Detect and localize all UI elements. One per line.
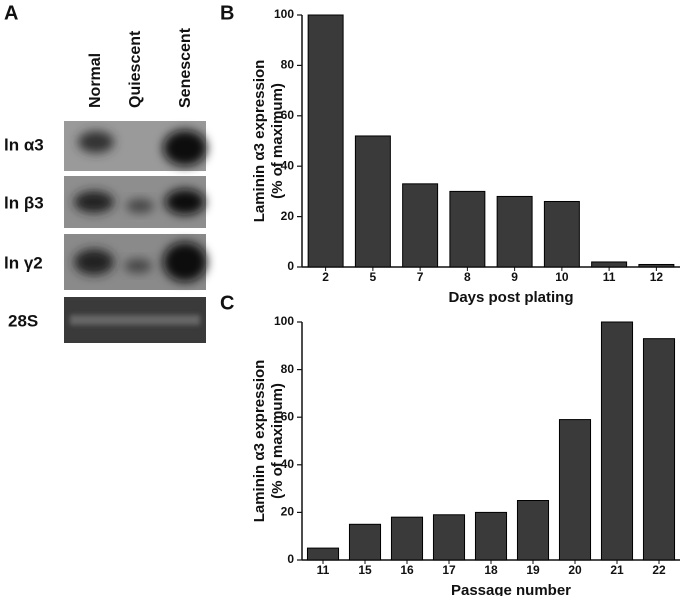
x-tick-label: 12 xyxy=(650,270,664,284)
x-tick-label: 20 xyxy=(568,563,582,577)
bar xyxy=(591,261,628,268)
x-tick-label: 10 xyxy=(555,270,569,284)
bar xyxy=(558,419,592,561)
y-axis-title: (% of maximum) xyxy=(269,83,286,199)
y-tick-label: 80 xyxy=(281,58,295,72)
blot-row xyxy=(64,297,206,343)
y-tick-label: 0 xyxy=(287,552,294,566)
panel-label: A xyxy=(4,2,18,24)
x-tick-label: 8 xyxy=(464,270,471,284)
x-tick-label: 9 xyxy=(511,270,518,284)
y-axis-title: (% of maximum) xyxy=(269,383,286,499)
bar xyxy=(348,523,382,561)
x-axis-title: Passage number xyxy=(451,582,571,596)
bar xyxy=(402,183,439,268)
x-tick-label: 7 xyxy=(417,270,424,284)
y-tick-label: 20 xyxy=(281,505,295,519)
y-tick-label: 80 xyxy=(281,362,295,376)
y-tick-label: 40 xyxy=(281,457,295,471)
y-tick-label: 100 xyxy=(274,7,294,21)
lane-label: Senescent xyxy=(177,27,194,108)
bar xyxy=(516,500,550,561)
x-axis-title: Days post plating xyxy=(448,289,573,306)
bar xyxy=(390,516,424,561)
bar xyxy=(543,200,580,268)
panel-label: C xyxy=(220,292,234,314)
x-tick-label: 21 xyxy=(610,563,624,577)
y-tick-label: 0 xyxy=(287,259,294,273)
y-tick-label: 60 xyxy=(281,409,295,423)
bar xyxy=(642,338,676,561)
x-tick-label: 11 xyxy=(603,270,616,284)
x-tick-label: 11 xyxy=(317,563,330,577)
x-tick-label: 5 xyxy=(370,270,377,284)
y-axis-title: Laminin α3 expression xyxy=(251,60,268,223)
bar xyxy=(449,190,486,268)
y-tick-label: 60 xyxy=(281,108,295,122)
y-tick-label: 20 xyxy=(281,209,295,223)
row-label: ln γ2 xyxy=(4,253,43,272)
blot-row xyxy=(64,121,207,171)
bar xyxy=(474,511,508,561)
bar xyxy=(307,14,344,268)
x-tick-label: 2 xyxy=(322,270,329,284)
bar xyxy=(432,514,466,561)
bar xyxy=(306,547,340,561)
y-tick-label: 100 xyxy=(274,314,294,328)
bar xyxy=(496,195,533,268)
panel-label: B xyxy=(220,2,234,24)
x-tick-label: 16 xyxy=(400,563,414,577)
lane-label: Normal xyxy=(87,53,104,108)
row-label: 28S xyxy=(8,311,38,330)
row-label: ln α3 xyxy=(4,135,44,154)
x-tick-label: 17 xyxy=(442,563,456,577)
lane-label: Quiescent xyxy=(127,30,144,108)
x-tick-label: 18 xyxy=(484,563,498,577)
x-tick-label: 19 xyxy=(526,563,540,577)
bar xyxy=(638,263,675,268)
x-tick-label: 22 xyxy=(652,563,666,577)
blot-row xyxy=(64,234,207,290)
y-axis-title: Laminin α3 expression xyxy=(251,360,268,523)
blot-row xyxy=(64,176,206,228)
bar xyxy=(600,321,634,561)
x-tick-label: 15 xyxy=(358,563,372,577)
bar xyxy=(354,135,391,268)
row-label: ln β3 xyxy=(4,193,44,212)
y-tick-label: 40 xyxy=(281,158,295,172)
